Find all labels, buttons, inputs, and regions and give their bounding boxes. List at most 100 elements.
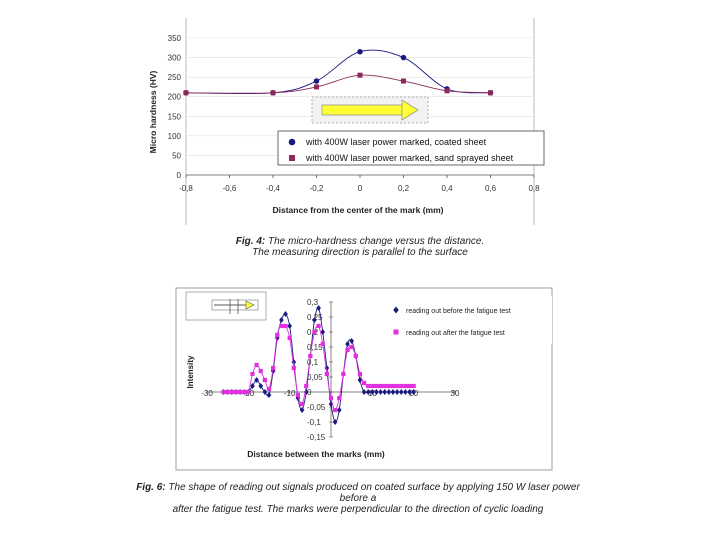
- chart2-series-1-point: [411, 383, 416, 389]
- chart1-y-tick-label: 100: [168, 132, 182, 141]
- chart1-x-tick-label: -0,2: [310, 184, 324, 193]
- chart2-series-1-point: [378, 383, 383, 389]
- chart2-legend-label-0: reading out before the fatigue test: [406, 308, 511, 315]
- chart2-series-1-point: [374, 383, 379, 389]
- chart2-series-1-point: [349, 344, 354, 350]
- chart1-y-tick-label: 200: [168, 93, 182, 102]
- chart1-y-tick-label: 150: [168, 112, 182, 121]
- chart2-series-1-point: [366, 383, 371, 389]
- fig4-caption-text: The micro-hardness change versus the dis…: [265, 236, 485, 247]
- chart2-series-0-point: [378, 389, 383, 395]
- chart2-series-1-point: [316, 323, 321, 329]
- intensity-chart: 0,30,250,20,150,10,050-0,05-0,1-0,15-30-…: [175, 287, 553, 471]
- chart2-series-0-point: [345, 341, 350, 347]
- chart1-legend-label-1: with 400W laser power marked, sand spray…: [305, 153, 514, 163]
- chart2-series-0-point: [382, 389, 388, 395]
- chart2-series-0-point: [411, 389, 416, 395]
- chart2-series-1-point: [221, 389, 226, 395]
- chart2-series-0-point: [316, 305, 321, 311]
- chart2-series-1-point: [399, 383, 404, 389]
- chart2-series-1-point: [254, 362, 259, 368]
- hardness-chart: 0 50 100 150 200 250 300 350 -0,8 -0,6 -0,4 -0,2 0 0,…: [148, 18, 545, 225]
- chart2-series-1-point: [275, 332, 280, 338]
- chart2-series-0-point: [394, 389, 400, 395]
- chart2-series-1-point: [382, 383, 387, 389]
- chart1-series-0-point: [400, 54, 407, 61]
- chart2-series-0-point: [398, 389, 404, 395]
- chart2-legend-marker-1: [393, 329, 399, 335]
- chart2-series-1-point: [258, 368, 263, 374]
- chart1-legend-marker-1: [289, 155, 295, 161]
- chart2-series-1-point: [353, 353, 358, 359]
- chart1-series-1-point: [314, 84, 319, 90]
- chart2-series-1-point: [242, 389, 247, 395]
- chart2-series-1-point: [246, 389, 251, 395]
- chart2-series-0-point: [370, 389, 375, 395]
- chart1-legend-marker-0: [288, 138, 296, 146]
- chart1-series-1-point: [183, 90, 189, 96]
- fig4-caption-line1: Fig. 4: The micro-hardness change versus…: [180, 236, 540, 247]
- chart1-series-1-point: [444, 88, 450, 94]
- chart2-series-0-point: [266, 392, 272, 398]
- chart2-legend-marker-0: [393, 306, 399, 314]
- chart2-series-1-point: [361, 380, 367, 386]
- measuring-direction-arrow: [311, 96, 429, 124]
- fig6-caption: Fig. 6: The shape of reading out signals…: [128, 482, 588, 515]
- chart2-series-0-point: [407, 389, 412, 395]
- chart2-series-1-point: [337, 395, 342, 401]
- chart2-series-1-point: [287, 335, 292, 341]
- chart1-x-tick-label: -0,6: [223, 184, 237, 193]
- chart2-series-1-point: [237, 389, 243, 395]
- chart1-x-axis-label: Distance from the center of the mark (mm…: [273, 205, 444, 215]
- chart2-series-0-point: [403, 389, 408, 395]
- chart2-y-tick-label: 0,1: [307, 358, 319, 367]
- chart2-series-1-point: [403, 383, 408, 389]
- chart2-x-tick-label: -10: [284, 389, 296, 398]
- chart2-series-1-point: [225, 389, 230, 395]
- chart2-series-0-point: [336, 407, 342, 413]
- chart2-series-1-point: [333, 407, 338, 413]
- chart1-y-tick-label: 250: [168, 73, 182, 82]
- fig4-number: Fig. 4:: [235, 236, 266, 247]
- chart2-series-1-point: [386, 383, 391, 389]
- chart2-legend-label-1: reading out after the fatigue test: [406, 330, 505, 337]
- chart2-series-1-point: [266, 386, 272, 392]
- chart2-series-1-point: [370, 383, 375, 389]
- chart2-y-axis-label: Intensity: [186, 355, 195, 388]
- chart2-series-1-point: [304, 383, 309, 389]
- chart2-series-0-point: [262, 389, 268, 395]
- fig4-caption-line2: The measuring direction is parallel to t…: [252, 247, 468, 258]
- chart1-series-1-point: [270, 90, 276, 96]
- chart2-series-0-point: [365, 389, 371, 395]
- chart2-series-1-point: [295, 392, 301, 398]
- chart1-series-0-point: [357, 48, 363, 55]
- chart1-series-1-point: [488, 90, 493, 96]
- chart2-series-0-point: [374, 389, 379, 395]
- chart2-series-0-point: [390, 389, 396, 395]
- fig6-caption-line1: Fig. 6: The shape of reading out signals…: [128, 482, 588, 504]
- chart2-series-1-point: [250, 371, 255, 377]
- chart2-series-1-point: [299, 401, 305, 407]
- chart1-x-tick-label: 0,2: [398, 184, 410, 193]
- chart1-y-tick-label: 50: [172, 151, 181, 160]
- chart1-x-tick-label: 0: [358, 184, 363, 193]
- chart2-series-1-point: [279, 323, 284, 329]
- chart1-series-1-point: [401, 78, 406, 84]
- chart2-series-0-point: [287, 323, 292, 329]
- chart1-legend-label-0: with 400W laser power marked, coated she…: [305, 137, 487, 147]
- chart2-y-tick-label: -0,1: [307, 418, 321, 427]
- chart2-series-1-point: [291, 365, 296, 371]
- fig4-caption: Fig. 4: The micro-hardness change versus…: [180, 236, 540, 258]
- chart1-series-1-point: [357, 72, 363, 78]
- chart2-series-0-point: [250, 383, 255, 389]
- chart2-y-tick-label: -0,05: [307, 403, 326, 412]
- chart2-y-tick-label: 0: [307, 388, 312, 397]
- chart2-series-1-point: [262, 377, 267, 383]
- chart1-x-tick-label: 0,8: [528, 184, 540, 193]
- chart2-series-1-point: [283, 323, 288, 329]
- chart1-y-tick-label: 300: [168, 54, 182, 63]
- chart1-y-axis-label: Micro hardness (HV): [148, 71, 158, 154]
- chart1-x-tick-label: 0,4: [441, 184, 453, 193]
- chart2-legend: reading out before the fatigue test readi…: [374, 296, 552, 344]
- chart2-series-1-point: [312, 329, 317, 335]
